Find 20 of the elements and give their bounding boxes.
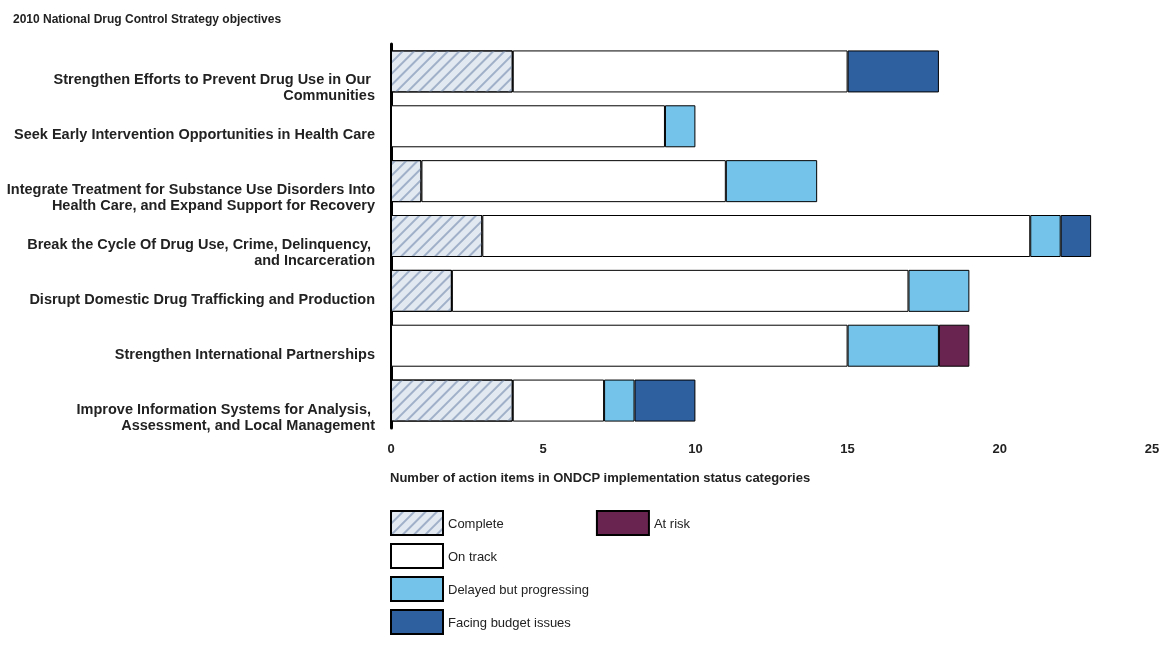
- legend-label: Complete: [448, 515, 504, 531]
- x-tick-label: 25: [1144, 441, 1160, 456]
- legend-label: At risk: [653, 515, 691, 531]
- y-tick-label: Integrate Treatment for Substance Use Disorders Into Health Care, and Expand Support for Recovery: [6, 181, 376, 214]
- y-tick-label: Improve Information Systems for Analysis, Assessment, and Local Management: [76, 400, 376, 433]
- x-tick-label: 20: [992, 441, 1008, 456]
- x-tick-label: 10: [688, 441, 703, 456]
- x-tick-label: 0: [387, 441, 395, 456]
- legend-label: Delayed but progressing: [448, 581, 589, 597]
- y-tick-label: Break the Cycle Of Drug Use, Crime, Delinquency, and Incarceration: [27, 236, 375, 268]
- x-tick-label: 15: [840, 441, 855, 456]
- y-tick-label: Seek Early Intervention Opportunities in Health Care: [14, 126, 375, 143]
- y-tick-label: Strengthen International Partnerships: [114, 345, 375, 362]
- y-tick-label: Strengthen Efforts to Prevent Drug Use in Our Communities: [53, 71, 375, 104]
- text: 2010 National Drug Control Strategy objectives: [13, 12, 282, 26]
- y-tick-label: Disrupt Domestic Drug Trafficking and Production: [29, 290, 375, 307]
- x-axis-title: Number of action items in ONDCP implementation status categories: [390, 470, 811, 485]
- legend-label: Facing budget issues: [448, 614, 572, 630]
- x-tick-label: 5: [539, 441, 547, 456]
- legend-label: On track: [448, 548, 498, 564]
